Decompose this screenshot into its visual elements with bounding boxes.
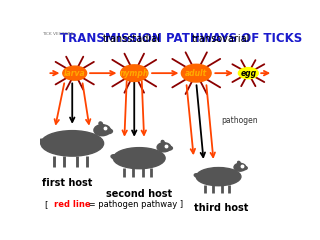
Ellipse shape — [121, 65, 148, 81]
Ellipse shape — [157, 143, 171, 152]
Text: nymph: nymph — [120, 69, 149, 78]
Text: adult: adult — [185, 69, 207, 78]
Text: egg: egg — [240, 69, 256, 78]
Text: larva: larva — [64, 69, 85, 78]
Ellipse shape — [41, 131, 104, 156]
Text: red line: red line — [54, 200, 90, 209]
Ellipse shape — [99, 122, 102, 126]
Text: TRANSMISSION PATHWAYS OF TICKS: TRANSMISSION PATHWAYS OF TICKS — [60, 32, 302, 45]
Ellipse shape — [63, 66, 87, 80]
Ellipse shape — [94, 125, 110, 136]
Text: transovarial: transovarial — [192, 34, 250, 44]
Text: transstadial: transstadial — [103, 34, 161, 44]
Ellipse shape — [161, 140, 164, 144]
Ellipse shape — [181, 64, 211, 82]
Ellipse shape — [111, 155, 118, 159]
Ellipse shape — [238, 161, 240, 164]
Text: pathogen: pathogen — [221, 116, 258, 125]
Text: = pathogen pathway ]: = pathogen pathway ] — [86, 200, 183, 209]
Ellipse shape — [194, 174, 200, 177]
Text: [: [ — [45, 200, 51, 209]
Ellipse shape — [38, 139, 46, 144]
Text: second host: second host — [106, 189, 172, 199]
Ellipse shape — [234, 163, 246, 171]
Ellipse shape — [104, 129, 112, 134]
Text: first host: first host — [42, 179, 92, 188]
Ellipse shape — [242, 166, 247, 170]
Ellipse shape — [238, 68, 258, 79]
Text: TICK VECTORS: TICK VECTORS — [43, 32, 74, 36]
Text: third host: third host — [194, 204, 248, 213]
Ellipse shape — [166, 146, 172, 150]
Ellipse shape — [196, 168, 241, 186]
Ellipse shape — [113, 148, 165, 169]
